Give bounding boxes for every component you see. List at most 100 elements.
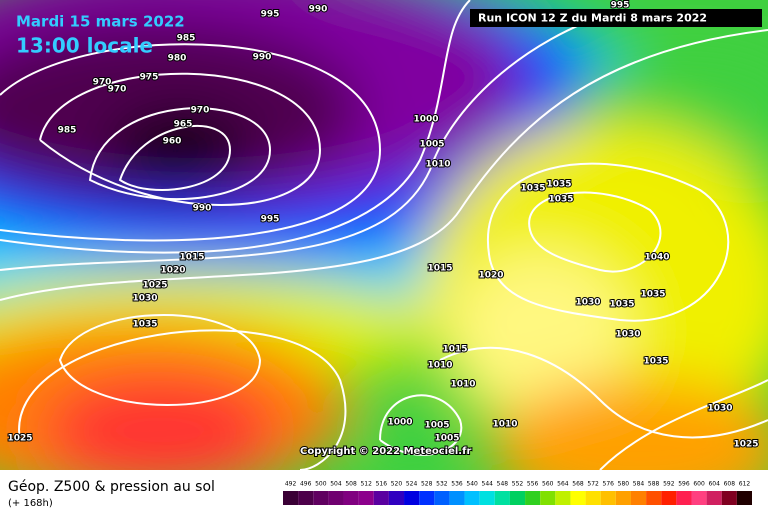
- legend-value: 548: [497, 481, 509, 488]
- isobar-label: 995: [611, 1, 630, 11]
- isobar-label: 1040: [644, 253, 669, 263]
- legend-value: 584: [633, 481, 645, 488]
- legend-swatch: [525, 491, 541, 505]
- legend-value: 540: [466, 481, 478, 488]
- legend-value: 552: [512, 481, 524, 488]
- legend-swatch: [313, 491, 329, 505]
- isobar-label: 1025: [733, 440, 758, 450]
- isobar-label: 1010: [450, 380, 475, 390]
- legend-swatch: [721, 491, 737, 505]
- isobar-label: 985: [177, 34, 196, 44]
- isobar-label: 1035: [520, 184, 545, 194]
- legend-swatch: [343, 491, 359, 505]
- isobar-label: 1020: [160, 266, 185, 276]
- legend-value: 496: [300, 481, 312, 488]
- legend-swatch: [358, 491, 374, 505]
- isobar-label: 1035: [640, 290, 665, 300]
- isobar-label: 975: [140, 73, 159, 83]
- legend-swatch: [509, 491, 526, 505]
- isobar-label: 995: [261, 215, 280, 225]
- legend-swatch: [328, 491, 344, 505]
- isobar-label: 970: [93, 78, 112, 88]
- legend-swatch: [404, 491, 420, 505]
- legend-value: 508: [345, 481, 357, 488]
- legend-value: 536: [451, 481, 463, 488]
- isobar-label: 1005: [419, 140, 444, 150]
- isobar-label: 985: [58, 126, 77, 136]
- legend-value: 512: [360, 481, 372, 488]
- footer-subtitle: (+ 168h): [8, 498, 53, 509]
- legend-value: 588: [648, 481, 660, 488]
- legend-swatch: [464, 491, 480, 505]
- isobar-label: 990: [253, 53, 272, 63]
- legend-value: 568: [572, 481, 584, 488]
- legend-value: 596: [678, 481, 690, 488]
- legend-value: 528: [421, 481, 433, 488]
- isobar-label: 965: [174, 120, 193, 130]
- legend-value: 592: [663, 481, 675, 488]
- legend-value: 576: [603, 481, 615, 488]
- legend-swatch: [615, 491, 631, 505]
- legend-swatch: [373, 491, 389, 505]
- legend-swatch: [434, 491, 450, 505]
- isobar-label: 1015: [442, 345, 467, 355]
- legend-swatch: [540, 491, 556, 505]
- legend-swatch: [585, 491, 601, 505]
- isobar-label: 1005: [434, 434, 459, 444]
- legend-swatch: [676, 491, 692, 505]
- isobar-label: 1030: [132, 294, 157, 304]
- legend-value: 500: [315, 481, 327, 488]
- legend-swatch: [283, 491, 299, 505]
- isobar-label: 1005: [424, 421, 449, 431]
- copyright: Copyright © 2022 Meteociel.fr: [300, 446, 471, 457]
- isobar-label: 1030: [575, 298, 600, 308]
- legend-value: 600: [693, 481, 705, 488]
- isobars: [0, 0, 768, 470]
- legend-value: 572: [587, 481, 599, 488]
- isobar-label: 995: [261, 10, 280, 20]
- footer-title: Géop. Z500 & pression au sol: [8, 479, 215, 495]
- isobar-label: 1035: [609, 300, 634, 310]
- isobar-label: 1015: [427, 264, 452, 274]
- isobar-label: 1015: [179, 253, 204, 263]
- legend-swatch: [570, 491, 586, 505]
- legend-value: 612: [739, 481, 751, 488]
- isobar-label: 1025: [142, 281, 167, 291]
- legend-swatch: [388, 491, 405, 505]
- legend-value: 492: [285, 481, 297, 488]
- legend-value: 504: [330, 481, 342, 488]
- isobar-label: 1025: [7, 434, 32, 444]
- isobar-label: 1030: [615, 330, 640, 340]
- legend-swatch: [449, 491, 465, 505]
- legend-value: 580: [618, 481, 630, 488]
- legend-swatch: [736, 491, 752, 505]
- legend-value: 564: [557, 481, 569, 488]
- legend-swatch: [691, 491, 707, 505]
- legend-swatch: [555, 491, 571, 505]
- legend-swatch: [494, 491, 510, 505]
- legend-swatch: [298, 491, 314, 505]
- legend-value: 608: [724, 481, 736, 488]
- isobar-label: 1035: [132, 320, 157, 330]
- isobar-label: 1035: [546, 180, 571, 190]
- forecast-date: Mardi 15 mars 2022: [16, 13, 185, 31]
- isobar-label: 1030: [707, 404, 732, 414]
- isobar-label: 1035: [643, 357, 668, 367]
- isobar-label: 1000: [387, 418, 412, 428]
- legend: 492 496 500 504 508 512 516 520 524 528 532 536 540 5…: [283, 481, 752, 505]
- isobar-label: 990: [309, 5, 328, 15]
- isobar-label: 970: [108, 85, 127, 95]
- isobar-label: 960: [163, 137, 182, 147]
- legend-value: 524: [406, 481, 418, 488]
- run-info: Run ICON 12 Z du Mardi 8 mars 2022: [478, 12, 707, 25]
- legend-value: 604: [708, 481, 720, 488]
- legend-swatch: [706, 491, 722, 505]
- legend-value: 556: [527, 481, 539, 488]
- run-box: [470, 9, 762, 27]
- legend-value: 532: [436, 481, 448, 488]
- isobar-label: 1020: [478, 271, 503, 281]
- legend-value: 520: [391, 481, 403, 488]
